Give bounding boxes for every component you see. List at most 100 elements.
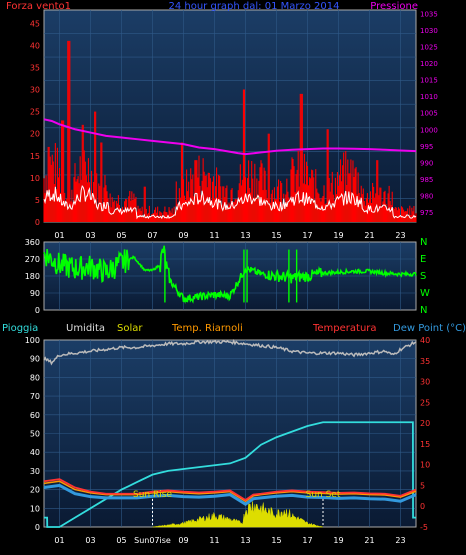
humidity-tick-label: 90 — [30, 355, 40, 364]
wind-x-tick-label: 23 — [395, 231, 405, 240]
wind-x-tick-label: 03 — [85, 231, 95, 240]
temp-x-tick-label: 23 — [395, 536, 405, 545]
rain-series — [44, 421, 416, 528]
temp-x-tick-label: 15 — [271, 536, 281, 545]
wind-x-tick-label: 15 — [271, 231, 281, 240]
chart-title: 24 hour graph dal: 01 Marzo 2014 — [168, 1, 339, 12]
wind-tick-label: 10 — [30, 174, 40, 183]
pressure-tick-label: 990 — [420, 159, 433, 167]
wind-tick-label: 35 — [30, 63, 40, 72]
humidity-tick-label: 50 — [30, 430, 40, 439]
wind-average-series — [43, 184, 417, 220]
temperature-tick-label: 35 — [420, 357, 430, 366]
temp-x-tick-label: 13 — [240, 536, 250, 545]
humidity-tick-label: 20 — [30, 486, 40, 495]
direction-tick-label: 360 — [25, 238, 40, 247]
pressure-tick-label: 1030 — [420, 27, 438, 35]
dew-point-header: Dew Point (°C) — [393, 323, 466, 334]
pressure-tick-label: 1035 — [420, 10, 438, 18]
pressure-tick-label: 1025 — [420, 43, 438, 51]
temperature-tick-label: -5 — [420, 523, 428, 532]
wind-tick-label: 20 — [30, 130, 40, 139]
dew-point-series — [43, 483, 417, 506]
humidity-header: Umidita — [66, 323, 105, 334]
temperature-tick-label: 5 — [420, 481, 425, 490]
temp-x-tick-label: 03 — [85, 536, 95, 545]
humidity-tick-label: 40 — [30, 448, 40, 457]
wind-tick-label: 30 — [30, 86, 40, 95]
temperature-tick-label: 10 — [420, 461, 430, 470]
direction-tick-label: 180 — [25, 272, 40, 281]
pressure-tick-label: 1010 — [420, 93, 438, 101]
wind-tick-label: 25 — [30, 108, 40, 117]
sun-set-label: Sun Set — [306, 490, 341, 500]
pressure-series — [43, 118, 417, 156]
temperature-series — [43, 478, 417, 502]
wind-tick-label: 0 — [35, 218, 40, 227]
temp-x-tick-label: 17 — [302, 536, 312, 545]
wind-x-tick-label: 19 — [333, 231, 343, 240]
compass-tick-label: N — [420, 237, 427, 248]
temperature-tick-label: 25 — [420, 398, 430, 407]
pressure-tick-label: 1015 — [420, 77, 438, 85]
temp-x-tick-label: Sun07ise — [134, 536, 171, 545]
temp-x-tick-label: 05 — [116, 536, 126, 545]
humidity-tick-label: 100 — [25, 336, 40, 345]
compass-tick-label: W — [420, 288, 430, 299]
wind-x-tick-label: 11 — [209, 231, 219, 240]
wind-tick-label: 45 — [30, 19, 40, 28]
pressure-tick-label: 1000 — [420, 126, 438, 134]
wind-average-line — [43, 184, 417, 220]
direction-left-ticks: 0 90 180 270 360 — [25, 238, 40, 315]
solar-series — [152, 501, 324, 528]
temp-x-tick-label: 09 — [178, 536, 188, 545]
wind-tick-label: 40 — [30, 41, 40, 50]
direction-tick-label: 90 — [30, 289, 40, 298]
wind-x-tick-label: 05 — [116, 231, 126, 240]
wind-direction-scatter — [164, 249, 298, 303]
humidity-tick-label: 10 — [30, 504, 40, 513]
wind-tick-label: 5 — [35, 196, 40, 205]
humidity-tick-label: 60 — [30, 411, 40, 420]
temp-riarnoli-header: Temp. Riarnoli — [171, 323, 243, 334]
wind-x-tick-label: 07 — [147, 231, 157, 240]
humidity-tick-label: 80 — [30, 373, 40, 382]
wind-x-ticks: 01 03 05 07 09 11 13 15 17 19 21 23 — [54, 231, 405, 240]
temperature-tick-label: 30 — [420, 378, 430, 387]
temp-x-tick-label: 19 — [333, 536, 343, 545]
solar-header: Solar — [117, 323, 143, 334]
compass-tick-label: S — [420, 271, 426, 282]
humidity-tick-label: 0 — [35, 523, 40, 532]
compass-tick-label: E — [420, 254, 426, 265]
humidity-series — [43, 338, 417, 366]
humidity-tick-label: 70 — [30, 392, 40, 401]
temp-x-tick-label: 21 — [364, 536, 374, 545]
direction-tick-label: 0 — [35, 306, 40, 315]
temp-x-ticks: 01 03 05 Sun07ise 09 11 13 15 17 19 21 23 — [54, 536, 405, 545]
wind-left-ticks: 0 5 10 15 20 25 30 35 40 45 — [30, 19, 40, 227]
wind-tick-label: 15 — [30, 152, 40, 161]
wind-x-tick-label: 09 — [178, 231, 188, 240]
wind-x-tick-label: 17 — [302, 231, 312, 240]
pressure-tick-label: 1005 — [420, 110, 438, 118]
compass-tick-label: N — [420, 305, 427, 316]
rain-header: Pioggia — [2, 323, 38, 334]
sun-rise-label: Sun Rise — [133, 490, 172, 500]
wind-x-tick-label: 21 — [364, 231, 374, 240]
pressure-tick-label: 975 — [420, 209, 433, 217]
temperature-tick-label: 20 — [420, 419, 430, 428]
pressure-right-ticks: 975 980 985 990 995 1000 1005 1010 1015 1020 1025 1… — [420, 10, 438, 217]
pressure-tick-label: 995 — [420, 143, 433, 151]
pressure-right-label: Pressione — [370, 1, 418, 12]
pressure-tick-label: 980 — [420, 193, 433, 201]
temp-x-tick-label: 11 — [209, 536, 219, 545]
humidity-tick-label: 30 — [30, 467, 40, 476]
temperature-tick-label: 40 — [420, 336, 430, 345]
wind-left-label: Forza vento1 — [6, 1, 71, 12]
pressure-tick-label: 985 — [420, 176, 433, 184]
wind-x-tick-label: 01 — [54, 231, 64, 240]
temperature-tick-label: 15 — [420, 440, 430, 449]
